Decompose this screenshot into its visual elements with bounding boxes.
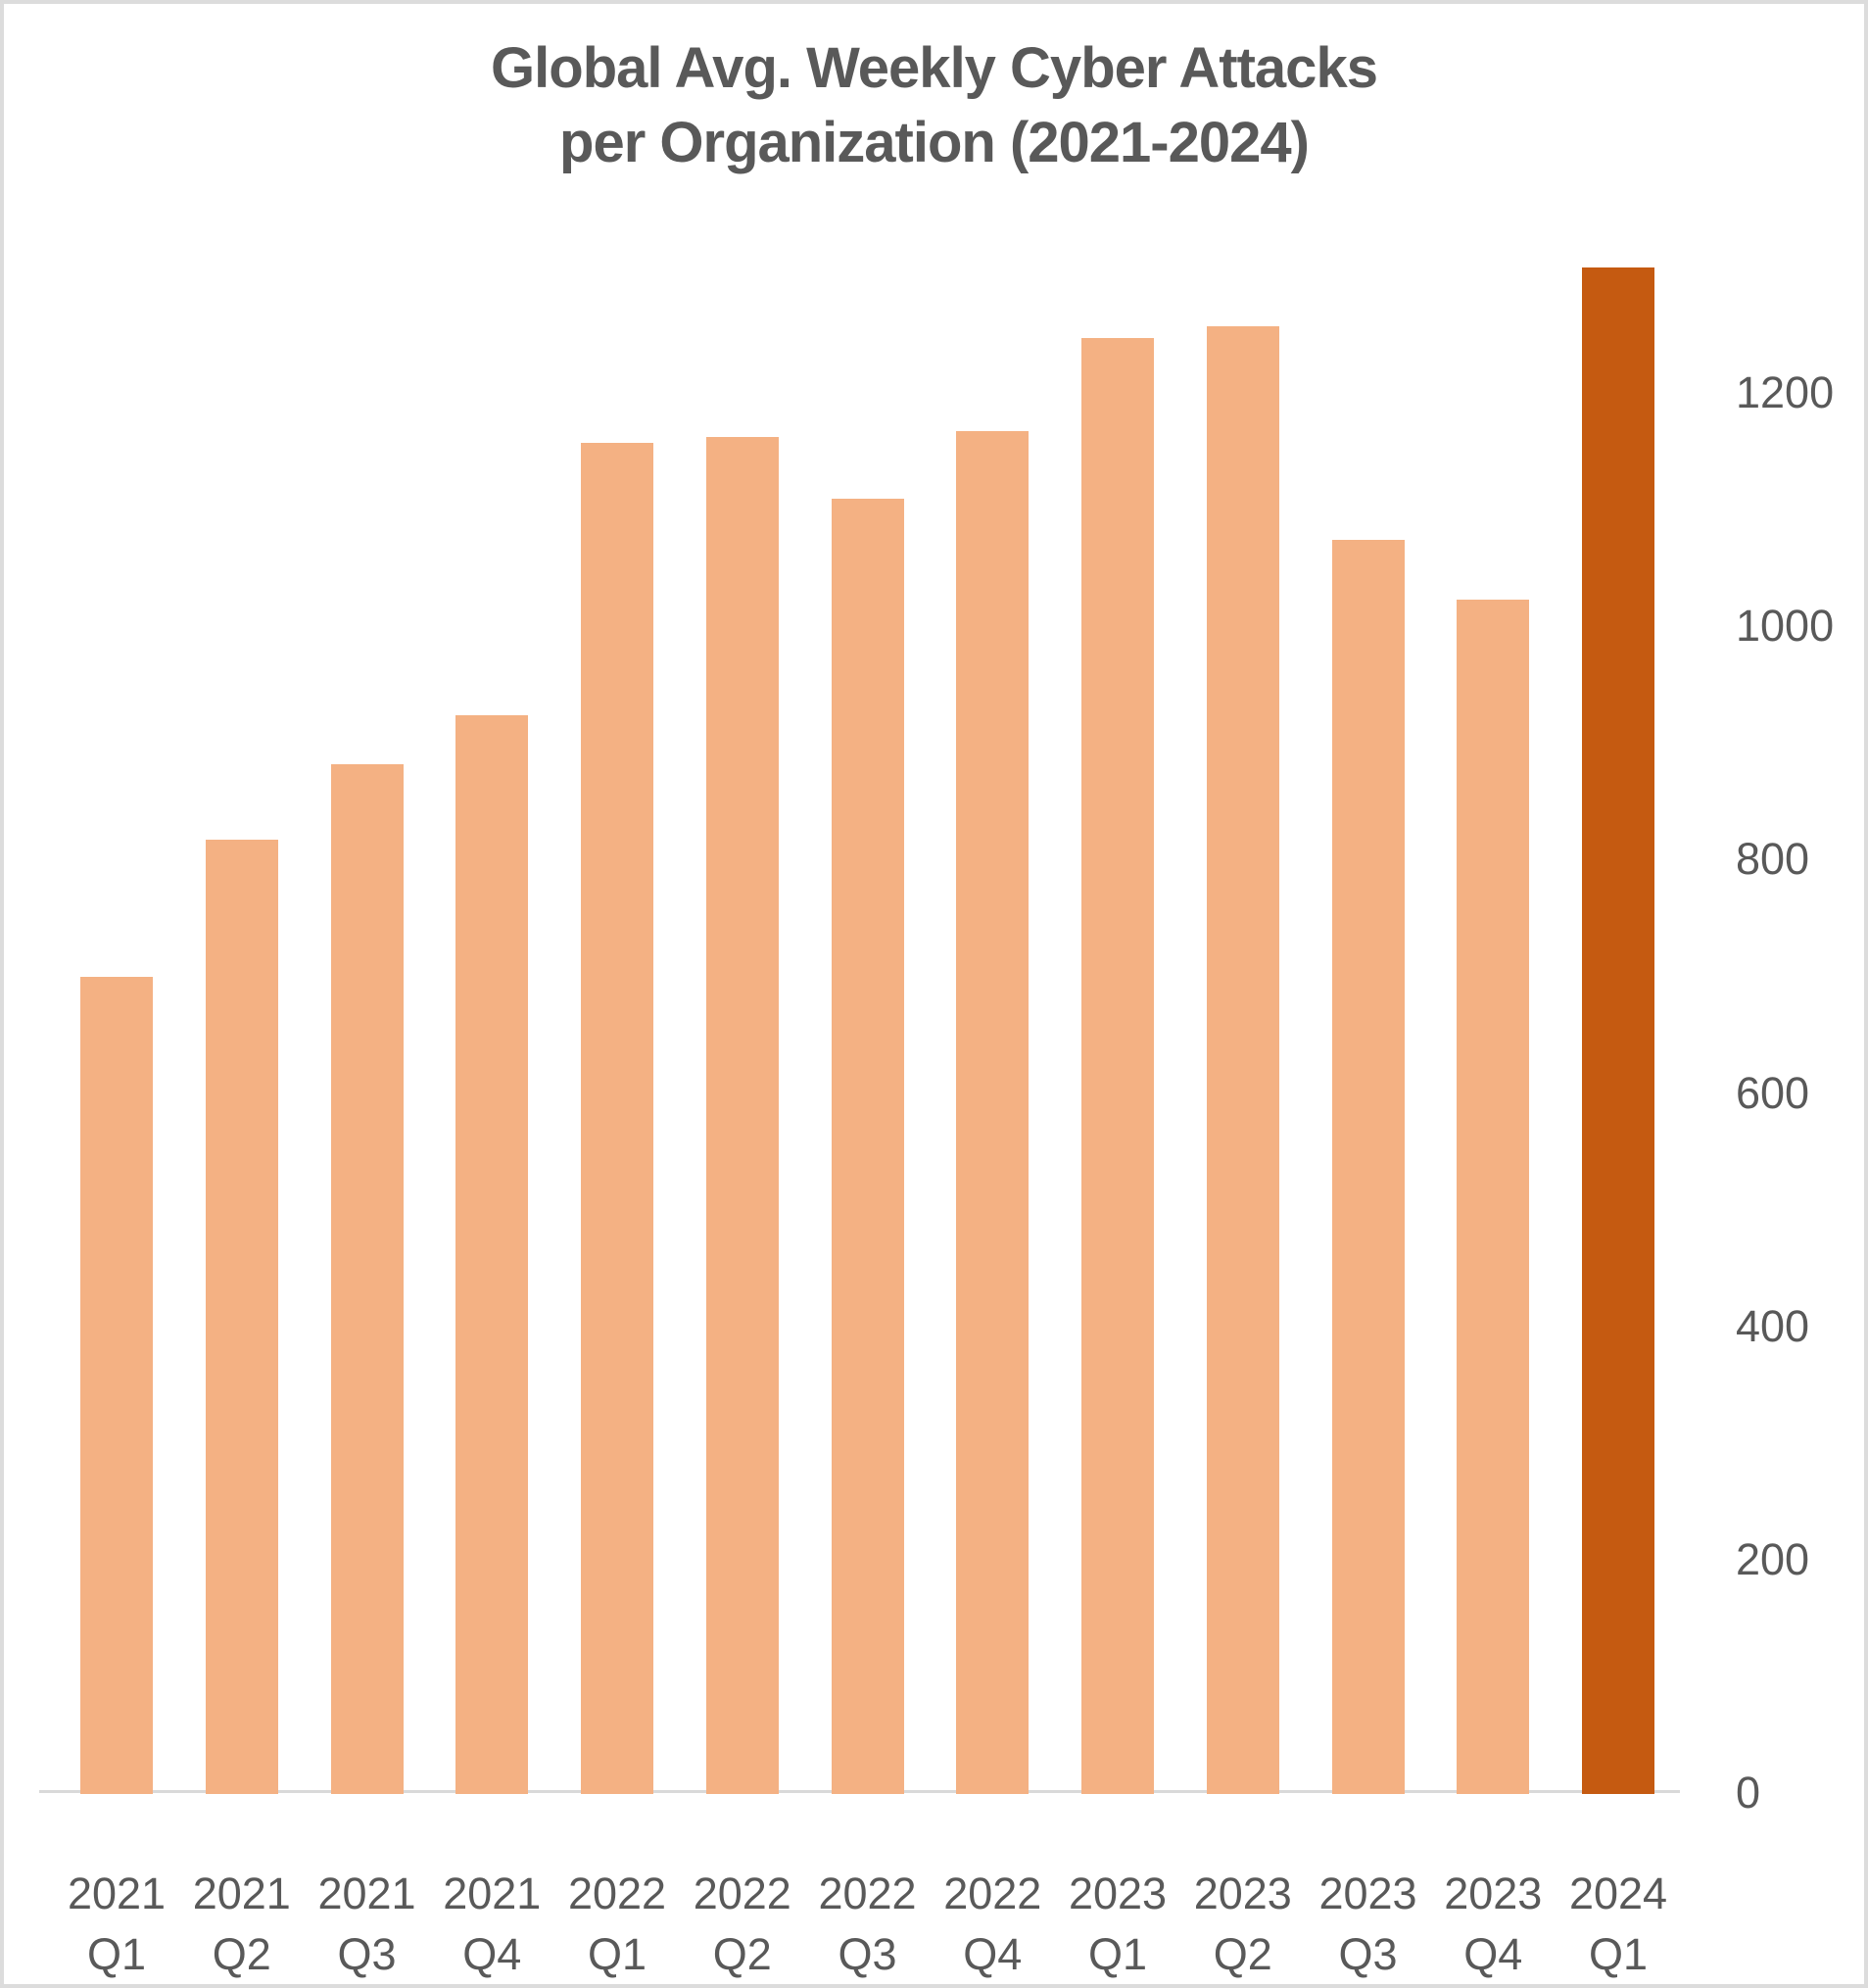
y-tick-label-600: 600 [1736, 1067, 1810, 1118]
x-label-year: 2021 [192, 1868, 291, 1918]
x-label-year: 2023 [1193, 1868, 1292, 1918]
x-label-quarter: Q2 [1213, 1929, 1272, 1979]
bar-2023-q2 [1206, 326, 1279, 1794]
x-label-quarter: Q4 [462, 1929, 522, 1979]
x-label-quarter: Q2 [712, 1929, 772, 1979]
x-label-quarter: Q1 [1588, 1929, 1649, 1979]
x-label-year: 2023 [1068, 1868, 1168, 1918]
x-category-label-2021-q3: 2021 Q3 [279, 1864, 455, 1984]
x-label-quarter: Q3 [337, 1929, 397, 1979]
x-label-quarter: Q4 [1463, 1929, 1523, 1979]
x-category-label-2022-q2: 2022 Q2 [654, 1864, 831, 1984]
bar-2022-q3 [831, 499, 904, 1794]
x-label-year: 2022 [943, 1868, 1042, 1918]
x-label-year: 2021 [443, 1868, 542, 1918]
x-label-year: 2022 [567, 1868, 667, 1918]
bar-2021-q2 [205, 840, 278, 1794]
x-label-year: 2021 [67, 1868, 167, 1918]
x-label-year: 2023 [1318, 1868, 1417, 1918]
x-category-label-2024-q1: 2024 Q1 [1530, 1864, 1706, 1984]
x-label-year: 2022 [818, 1868, 917, 1918]
bar-2022-q2 [705, 437, 779, 1794]
x-label-year: 2021 [317, 1868, 416, 1918]
x-label-quarter: Q3 [1338, 1929, 1398, 1979]
x-label-quarter: Q3 [838, 1929, 897, 1979]
x-category-label-2023-q2: 2023 Q2 [1155, 1864, 1331, 1984]
bar-2023-q1 [1081, 338, 1154, 1794]
x-category-label-2022-q3: 2022 Q3 [780, 1864, 956, 1984]
bar-2021-q3 [330, 764, 404, 1794]
bar-2022-q4 [956, 431, 1030, 1794]
y-tick-label-200: 200 [1736, 1533, 1810, 1584]
x-category-label-2023-q4: 2023 Q4 [1405, 1864, 1581, 1984]
bar-2021-q4 [455, 715, 529, 1794]
y-tick-label-0: 0 [1736, 1767, 1761, 1818]
bar-2023-q3 [1331, 540, 1405, 1794]
x-category-label-2022-q1: 2022 Q1 [529, 1864, 705, 1984]
chart-title-line1: Global Avg. Weekly Cyber Attacks [491, 36, 1378, 100]
x-label-quarter: Q4 [963, 1929, 1023, 1979]
x-category-label-2022-q4: 2022 Q4 [904, 1864, 1080, 1984]
bar-2022-q1 [581, 443, 653, 1794]
y-tick-label-1200: 1200 [1736, 366, 1835, 417]
chart-title: Global Avg. Weekly Cyber Attacks per Org… [4, 31, 1864, 180]
x-label-quarter: Q2 [212, 1929, 271, 1979]
x-category-label-2021-q2: 2021 Q2 [154, 1864, 330, 1984]
x-category-label-2023-q1: 2023 Q1 [1030, 1864, 1206, 1984]
y-tick-label-800: 800 [1736, 834, 1810, 885]
x-category-label-2023-q3: 2023 Q3 [1280, 1864, 1457, 1984]
x-label-year: 2023 [1444, 1868, 1543, 1918]
x-label-year: 2022 [693, 1868, 791, 1918]
bar-2023-q4 [1457, 600, 1530, 1794]
x-label-quarter: Q1 [587, 1929, 647, 1979]
x-label-quarter: Q1 [1087, 1929, 1148, 1979]
x-label-year: 2024 [1568, 1868, 1668, 1918]
y-tick-label-400: 400 [1736, 1300, 1810, 1351]
plot-area: 0 200 400 600 800 1000 1200 2021 Q1 2021 Q2 2021 Q3… [4, 4, 1864, 1984]
x-category-label-2021-q4: 2021 Q4 [404, 1864, 580, 1984]
x-category-label-2021-q1: 2021 Q1 [28, 1864, 205, 1984]
y-tick-label-1000: 1000 [1736, 601, 1835, 652]
bar-2024-q1 [1582, 267, 1654, 1794]
bar-2021-q1 [80, 977, 153, 1794]
chart-title-line2: per Organization (2021-2024) [559, 111, 1310, 174]
x-label-quarter: Q1 [86, 1929, 147, 1979]
